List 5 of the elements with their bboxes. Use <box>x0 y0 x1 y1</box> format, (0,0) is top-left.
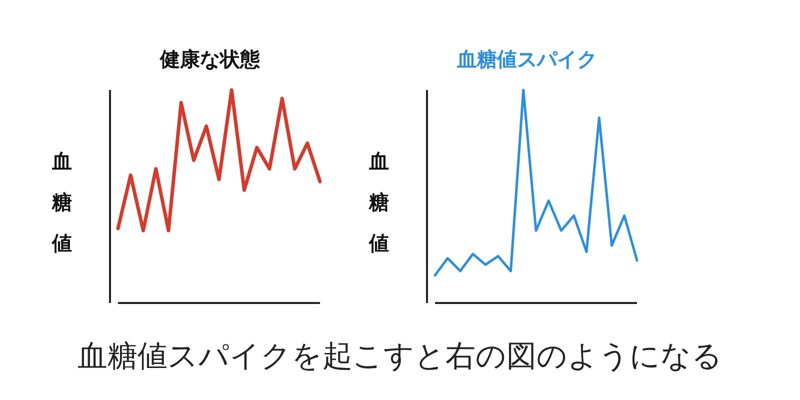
y-axis-title: 血糖値 <box>51 149 72 255</box>
text: 血糖値スパイクを起こすと右の図のようになる <box>78 339 722 374</box>
chart-title: 血糖値スパイク <box>456 47 597 71</box>
chart-title: 健康な状態 <box>159 47 261 71</box>
y-axis-title: 血糖値 <box>368 149 389 255</box>
